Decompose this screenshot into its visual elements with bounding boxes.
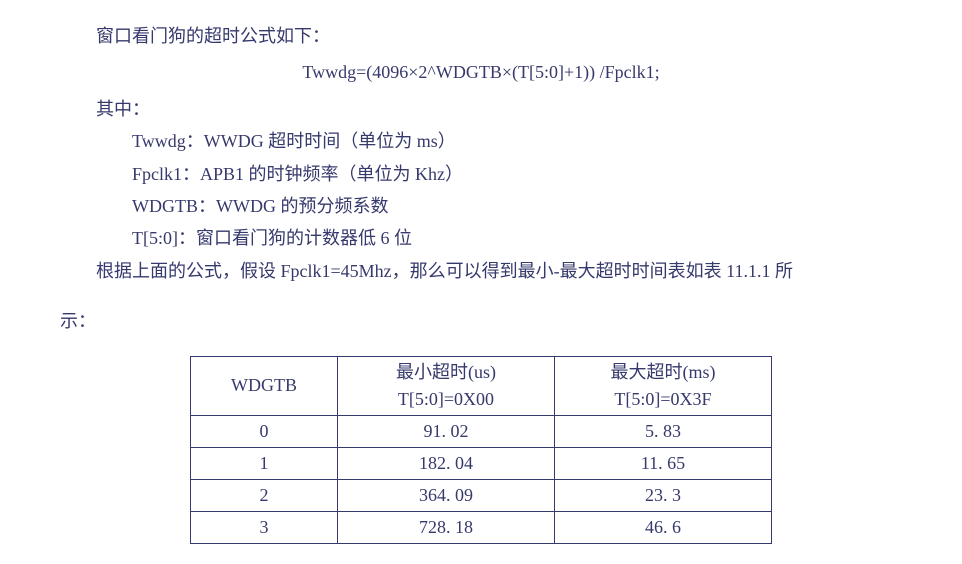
th-max: 最大超时(ms) T[5:0]=0X3F — [555, 356, 772, 415]
cell-min: 364. 09 — [338, 479, 555, 511]
th-min-sub: T[5:0]=0X00 — [398, 389, 494, 409]
cell-max: 23. 3 — [555, 479, 772, 511]
cell-max: 11. 65 — [555, 447, 772, 479]
th-wdgtb: WDGTB — [191, 356, 338, 415]
table-header-row: WDGTB 最小超时(us) T[5:0]=0X00 最大超时(ms) T[5:… — [191, 356, 772, 415]
cell-min: 182. 04 — [338, 447, 555, 479]
th-max-label: 最大超时(ms) — [611, 362, 716, 382]
conclusion-line1: 根据上面的公式，假设 Fpclk1=45Mhz，那么可以得到最小-最大超时时间表… — [60, 255, 902, 287]
conclusion-line2: 示： — [60, 305, 902, 337]
table-row: 2 364. 09 23. 3 — [191, 479, 772, 511]
def-wdgtb: WDGTB：WWDG 的预分频系数 — [132, 190, 902, 222]
table-row: 1 182. 04 11. 65 — [191, 447, 772, 479]
def-twwdg: Twwdg：WWDG 超时时间（单位为 ms） — [132, 125, 902, 157]
cell-wdgtb: 0 — [191, 415, 338, 447]
cell-wdgtb: 1 — [191, 447, 338, 479]
th-min: 最小超时(us) T[5:0]=0X00 — [338, 356, 555, 415]
cell-max: 5. 83 — [555, 415, 772, 447]
th-min-label: 最小超时(us) — [396, 362, 496, 382]
def-fpclk1: Fpclk1：APB1 的时钟频率（单位为 Khz） — [132, 158, 902, 190]
th-max-sub: T[5:0]=0X3F — [614, 389, 711, 409]
formula: Twwdg=(4096×2^WDGTB×(T[5:0]+1)) /Fpclk1; — [60, 56, 902, 88]
definitions-list: Twwdg：WWDG 超时时间（单位为 ms） Fpclk1：APB1 的时钟频… — [60, 125, 902, 255]
cell-wdgtb: 2 — [191, 479, 338, 511]
where-label: 其中： — [60, 93, 902, 125]
table-row: 0 91. 02 5. 83 — [191, 415, 772, 447]
intro-text: 窗口看门狗的超时公式如下： — [60, 20, 902, 52]
timeout-table: WDGTB 最小超时(us) T[5:0]=0X00 最大超时(ms) T[5:… — [190, 356, 772, 544]
def-t50: T[5:0]：窗口看门狗的计数器低 6 位 — [132, 222, 902, 254]
cell-min: 91. 02 — [338, 415, 555, 447]
